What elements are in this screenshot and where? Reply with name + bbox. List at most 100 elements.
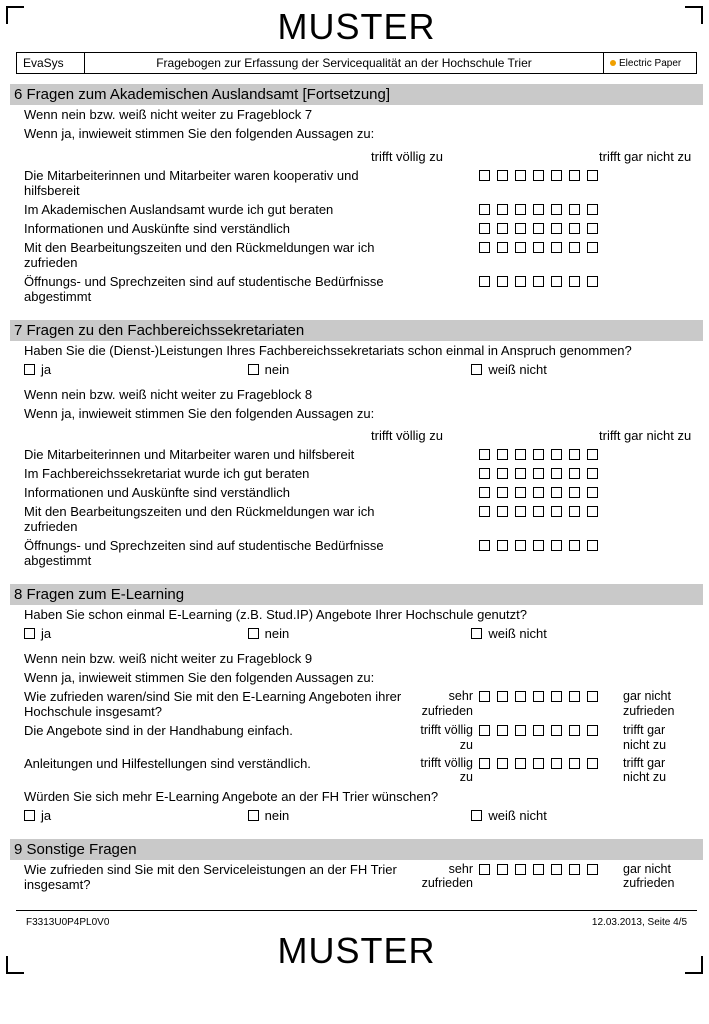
- checkbox[interactable]: [497, 204, 508, 215]
- option[interactable]: ja: [24, 362, 248, 377]
- option[interactable]: weiß nicht: [471, 362, 695, 377]
- checkbox[interactable]: [551, 487, 562, 498]
- checkbox[interactable]: [497, 864, 508, 875]
- checkbox[interactable]: [497, 691, 508, 702]
- checkbox[interactable]: [533, 242, 544, 253]
- checkbox[interactable]: [497, 758, 508, 769]
- checkbox[interactable]: [551, 449, 562, 460]
- checkbox[interactable]: [569, 468, 580, 479]
- checkbox[interactable]: [497, 725, 508, 736]
- checkbox[interactable]: [515, 725, 526, 736]
- checkbox[interactable]: [515, 758, 526, 769]
- option[interactable]: ja: [24, 626, 248, 641]
- checkbox[interactable]: [587, 449, 598, 460]
- checkbox[interactable]: [587, 223, 598, 234]
- checkbox[interactable]: [533, 468, 544, 479]
- checkbox[interactable]: [515, 204, 526, 215]
- checkbox[interactable]: [479, 223, 490, 234]
- checkbox[interactable]: [551, 864, 562, 875]
- checkbox[interactable]: [587, 864, 598, 875]
- checkbox[interactable]: [533, 725, 544, 736]
- checkbox[interactable]: [248, 810, 259, 821]
- option[interactable]: weiß nicht: [471, 626, 695, 641]
- checkbox[interactable]: [479, 487, 490, 498]
- checkbox[interactable]: [533, 758, 544, 769]
- checkbox[interactable]: [587, 691, 598, 702]
- checkbox[interactable]: [587, 276, 598, 287]
- checkbox[interactable]: [569, 242, 580, 253]
- checkbox[interactable]: [569, 449, 580, 460]
- option[interactable]: weiß nicht: [471, 808, 695, 823]
- checkbox[interactable]: [471, 628, 482, 639]
- checkbox[interactable]: [551, 468, 562, 479]
- checkbox[interactable]: [515, 223, 526, 234]
- checkbox[interactable]: [479, 276, 490, 287]
- checkbox[interactable]: [533, 223, 544, 234]
- checkbox[interactable]: [479, 204, 490, 215]
- checkbox[interactable]: [479, 506, 490, 517]
- checkbox[interactable]: [497, 449, 508, 460]
- checkbox[interactable]: [479, 864, 490, 875]
- checkbox[interactable]: [569, 170, 580, 181]
- checkbox[interactable]: [569, 691, 580, 702]
- checkbox[interactable]: [551, 276, 562, 287]
- checkbox[interactable]: [569, 506, 580, 517]
- checkbox[interactable]: [515, 242, 526, 253]
- checkbox[interactable]: [497, 540, 508, 551]
- checkbox[interactable]: [24, 364, 35, 375]
- checkbox[interactable]: [551, 204, 562, 215]
- checkbox[interactable]: [551, 725, 562, 736]
- checkbox[interactable]: [515, 449, 526, 460]
- checkbox[interactable]: [533, 864, 544, 875]
- checkbox[interactable]: [471, 364, 482, 375]
- checkbox[interactable]: [497, 242, 508, 253]
- checkbox[interactable]: [24, 628, 35, 639]
- option[interactable]: nein: [248, 808, 472, 823]
- checkbox[interactable]: [515, 170, 526, 181]
- checkbox[interactable]: [551, 540, 562, 551]
- checkbox[interactable]: [587, 540, 598, 551]
- checkbox[interactable]: [533, 487, 544, 498]
- checkbox[interactable]: [587, 170, 598, 181]
- checkbox[interactable]: [479, 540, 490, 551]
- checkbox[interactable]: [551, 758, 562, 769]
- checkbox[interactable]: [248, 364, 259, 375]
- checkbox[interactable]: [479, 449, 490, 460]
- checkbox[interactable]: [569, 276, 580, 287]
- option[interactable]: ja: [24, 808, 248, 823]
- checkbox[interactable]: [551, 506, 562, 517]
- checkbox[interactable]: [479, 725, 490, 736]
- checkbox[interactable]: [569, 758, 580, 769]
- checkbox[interactable]: [533, 276, 544, 287]
- checkbox[interactable]: [569, 540, 580, 551]
- checkbox[interactable]: [497, 170, 508, 181]
- checkbox[interactable]: [479, 758, 490, 769]
- checkbox[interactable]: [515, 276, 526, 287]
- checkbox[interactable]: [479, 242, 490, 253]
- checkbox[interactable]: [533, 540, 544, 551]
- checkbox[interactable]: [515, 487, 526, 498]
- checkbox[interactable]: [587, 487, 598, 498]
- checkbox[interactable]: [497, 487, 508, 498]
- checkbox[interactable]: [533, 170, 544, 181]
- checkbox[interactable]: [551, 242, 562, 253]
- checkbox[interactable]: [248, 628, 259, 639]
- checkbox[interactable]: [515, 506, 526, 517]
- checkbox[interactable]: [533, 449, 544, 460]
- checkbox[interactable]: [515, 691, 526, 702]
- checkbox[interactable]: [587, 242, 598, 253]
- checkbox[interactable]: [569, 864, 580, 875]
- checkbox[interactable]: [569, 725, 580, 736]
- checkbox[interactable]: [587, 468, 598, 479]
- checkbox[interactable]: [479, 691, 490, 702]
- checkbox[interactable]: [515, 540, 526, 551]
- checkbox[interactable]: [551, 170, 562, 181]
- checkbox[interactable]: [479, 170, 490, 181]
- option[interactable]: nein: [248, 626, 472, 641]
- checkbox[interactable]: [515, 864, 526, 875]
- checkbox[interactable]: [587, 758, 598, 769]
- option[interactable]: nein: [248, 362, 472, 377]
- checkbox[interactable]: [551, 691, 562, 702]
- checkbox[interactable]: [497, 506, 508, 517]
- checkbox[interactable]: [497, 276, 508, 287]
